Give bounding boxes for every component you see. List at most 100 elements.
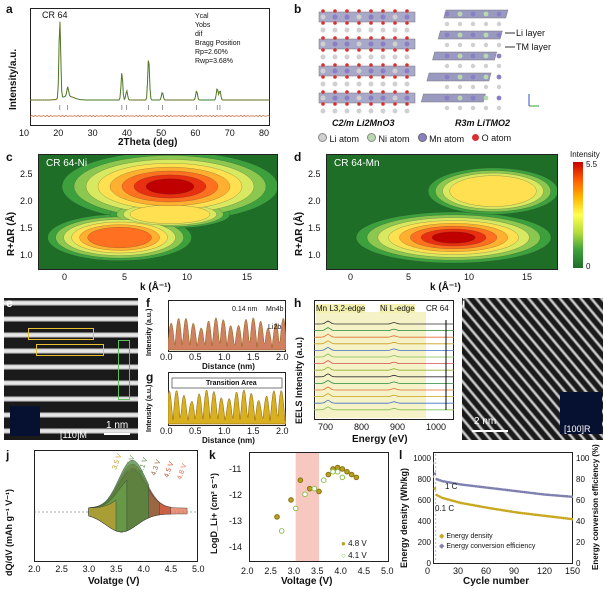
atom: [404, 41, 410, 47]
y-axis-label: EELS Intensity (a.u.): [294, 336, 304, 424]
region-bracket: [171, 377, 283, 389]
o-atom: [333, 36, 337, 40]
y-axis-label: dQ/dV (mAh g⁻¹ V⁻¹): [4, 489, 14, 576]
scale-bar-label: 2 nm: [474, 416, 497, 427]
atom: [332, 14, 338, 20]
y-ticks-left: 1000 800 600 400 200 0: [409, 448, 431, 574]
y-tick: 40: [576, 517, 585, 526]
panel-g: g Intensity (a.u.) Transition Area 0.0 0.…: [140, 370, 290, 446]
curve-label: 3.5 V: [111, 453, 123, 471]
x-tick: 0.5: [189, 426, 202, 436]
atom: [457, 53, 463, 59]
o-atom: [369, 21, 373, 25]
scale-bar-label: 1 nm: [106, 420, 129, 431]
atom: [332, 68, 338, 74]
data-point: [316, 488, 322, 495]
contour-level: [129, 204, 211, 224]
atom: [344, 14, 350, 20]
x-tick: 2.5: [55, 564, 68, 574]
o-atom: [369, 9, 373, 13]
o-atom: [393, 36, 397, 40]
o-atom: [321, 90, 325, 94]
li-atom: [457, 105, 463, 111]
li-atom: [332, 27, 338, 33]
li-atom: [356, 27, 362, 33]
x-tick: 3.0: [287, 566, 301, 576]
o-atom: [345, 9, 349, 13]
li-atom: [457, 21, 463, 27]
intensity-profile: [168, 388, 286, 425]
o-atom: [345, 21, 349, 25]
atom: [483, 74, 489, 80]
data-point: [274, 514, 280, 520]
curve-label: 4.3 V: [150, 459, 162, 477]
o-atom: [321, 63, 325, 67]
x-tick: 5.0: [192, 564, 205, 574]
x-axis-label: Cycle number: [463, 576, 530, 587]
o-atom: [321, 102, 325, 106]
tm-layer: [420, 93, 486, 103]
li-atom: [483, 105, 489, 111]
x-tick: 4.5: [164, 564, 178, 574]
data-point: [320, 477, 327, 484]
x-tick: 10: [182, 272, 193, 282]
legend-ni: Ni atom: [367, 133, 410, 144]
y-tick: 20: [576, 538, 585, 547]
atom: [368, 95, 374, 101]
eels-spectrum: [314, 399, 454, 404]
zone-axis: [100]R: [564, 424, 591, 434]
o-atom: [357, 102, 361, 106]
ni-edge-label: Ni L-edge: [380, 304, 415, 313]
x-tick: 0: [425, 566, 431, 576]
eels-spectrum: [314, 373, 454, 378]
y-axis-label: Intensity/a.u.: [8, 48, 19, 110]
y-axis-label: Intensity (a.u.): [146, 308, 153, 356]
x-tick: 0.5: [189, 352, 202, 362]
o-atom: [405, 75, 409, 79]
atom: [320, 68, 326, 74]
panel-b: b Li layer TM layer C2/m Li2MnO3 R3m LiT…: [290, 0, 605, 150]
curve-label: 4.5 V: [163, 461, 175, 479]
li-atom: [404, 81, 410, 87]
legend-dif: dif: [195, 31, 203, 38]
legend-mn: Mn atom: [417, 133, 464, 144]
panel-label: d: [294, 150, 302, 164]
o-atom: [393, 9, 397, 13]
edge-region: [316, 312, 426, 418]
x-tick: 40: [121, 128, 132, 138]
y-tick: -11: [229, 464, 242, 474]
atom: [470, 11, 476, 17]
li-atom: [320, 81, 326, 87]
atom: [496, 95, 502, 101]
efficiency-point: [549, 493, 552, 497]
highlight-region: [295, 452, 319, 562]
colorbar-title: Intensity: [570, 150, 600, 159]
atom: [444, 95, 450, 101]
y-axis-label: Intensity (a.u.): [146, 384, 153, 432]
tm-layer: [318, 11, 416, 23]
sample-name: CR 64: [426, 304, 449, 313]
li-atom: [470, 42, 476, 48]
o-atom: [393, 75, 397, 79]
spacing-annotation: 0.14 nm: [232, 306, 258, 313]
efficiency-point: [556, 494, 560, 497]
x-tick: 20: [53, 128, 64, 138]
li-annotation: Li2b: [268, 324, 282, 331]
atom: [356, 14, 362, 20]
atom: [483, 53, 489, 59]
o-atom: [393, 102, 397, 106]
contour-level: [145, 178, 195, 195]
legend-o: O atom: [472, 133, 511, 144]
plot-frame: [34, 450, 198, 562]
o-atom: [369, 102, 373, 106]
li-atom: [344, 54, 350, 60]
tm-layer: [318, 65, 416, 77]
eels-spectra: [314, 300, 454, 420]
eels-spectrum: [314, 353, 454, 358]
efficiency-point: [571, 495, 573, 499]
rwp-value: Rwp=3.68%: [195, 58, 233, 65]
intensity-profile-g: [168, 372, 286, 426]
atom: [483, 11, 489, 17]
atom: [368, 14, 374, 20]
o-atom: [405, 9, 409, 13]
